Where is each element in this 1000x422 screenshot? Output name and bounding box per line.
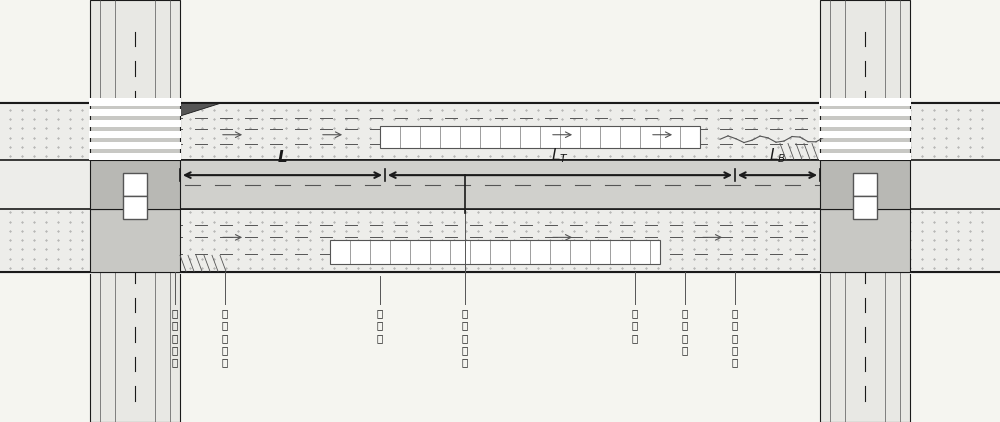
- Text: 停
车
带: 停 车 带: [377, 308, 383, 343]
- Bar: [135, 101, 865, 274]
- Bar: [865, 101, 1000, 274]
- Text: 非
机
动
车
道: 非 机 动 车 道: [732, 308, 738, 368]
- Bar: [123, 196, 147, 219]
- Bar: [820, 103, 910, 160]
- Text: 中
央
分
隔
带: 中 央 分 隔 带: [462, 308, 468, 368]
- Bar: [89, 142, 181, 149]
- Text: $L_B$: $L_B$: [769, 146, 786, 165]
- Bar: [89, 109, 181, 116]
- Polygon shape: [180, 103, 220, 116]
- Bar: [89, 153, 181, 160]
- Bar: [819, 120, 911, 127]
- Bar: [380, 126, 700, 148]
- Bar: [819, 109, 911, 116]
- Bar: [89, 98, 181, 106]
- Bar: [89, 131, 181, 138]
- Bar: [135, 160, 865, 209]
- Bar: [90, 160, 180, 209]
- Text: 公
交
减
速
区: 公 交 减 速 区: [172, 308, 178, 368]
- Bar: [90, 0, 180, 422]
- Bar: [90, 209, 180, 272]
- Bar: [819, 131, 911, 138]
- Bar: [819, 98, 911, 106]
- Bar: [330, 240, 660, 264]
- Text: 人
行
道: 人 行 道: [632, 308, 638, 343]
- Bar: [89, 120, 181, 127]
- Text: 公
交
停
靠
站: 公 交 停 靠 站: [222, 308, 228, 368]
- Text: $L_T$: $L_T$: [551, 146, 569, 165]
- Text: 机
动
车
道: 机 动 车 道: [682, 308, 688, 355]
- Bar: [819, 142, 911, 149]
- Bar: [853, 196, 877, 219]
- Bar: [90, 103, 180, 160]
- Bar: [820, 0, 910, 422]
- Bar: [819, 153, 911, 160]
- Bar: [820, 160, 910, 209]
- Text: L: L: [278, 149, 287, 165]
- Bar: [0, 101, 135, 274]
- Bar: [123, 173, 147, 196]
- Bar: [820, 209, 910, 272]
- Bar: [853, 173, 877, 196]
